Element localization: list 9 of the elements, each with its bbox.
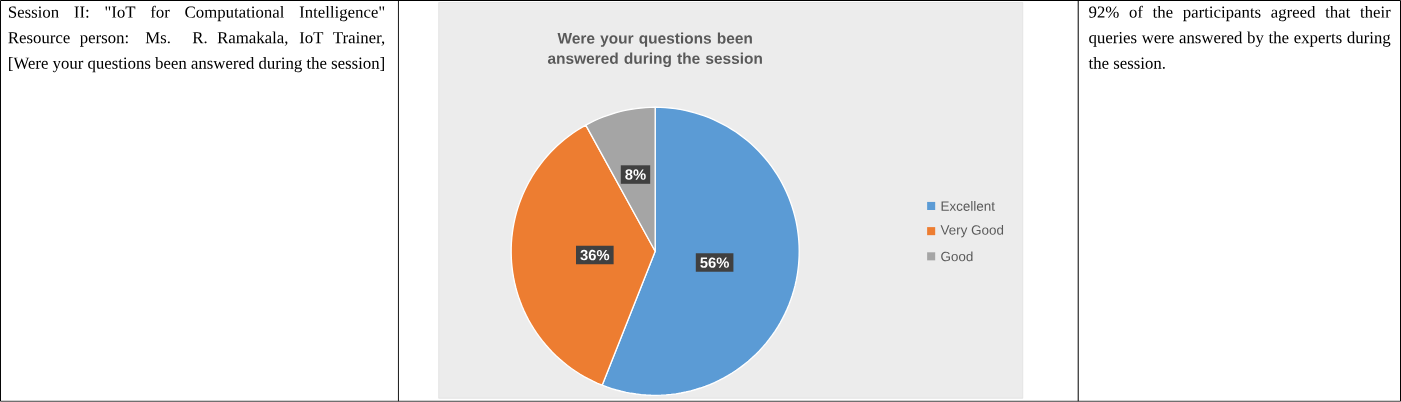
legend-label: Excellent bbox=[941, 201, 995, 211]
legend-label: Very Good bbox=[940, 224, 1004, 238]
text: 92% of the participants agreed that their queries were answered by the experts during the session. bbox=[1088, 5, 1391, 69]
legend-label: Good bbox=[941, 251, 973, 262]
data-label: 8% bbox=[625, 169, 646, 180]
text: Session II: "IoT for Computational Intelligence" Resource person: Ms. R. Ramakala, IoT Trainer, [Were your questions been answered during the session] bbox=[8, 5, 385, 73]
data-label: 36% bbox=[580, 249, 610, 261]
data-label: 56% bbox=[700, 257, 729, 268]
chart-title: Were your questions been answered during the session bbox=[547, 32, 762, 68]
